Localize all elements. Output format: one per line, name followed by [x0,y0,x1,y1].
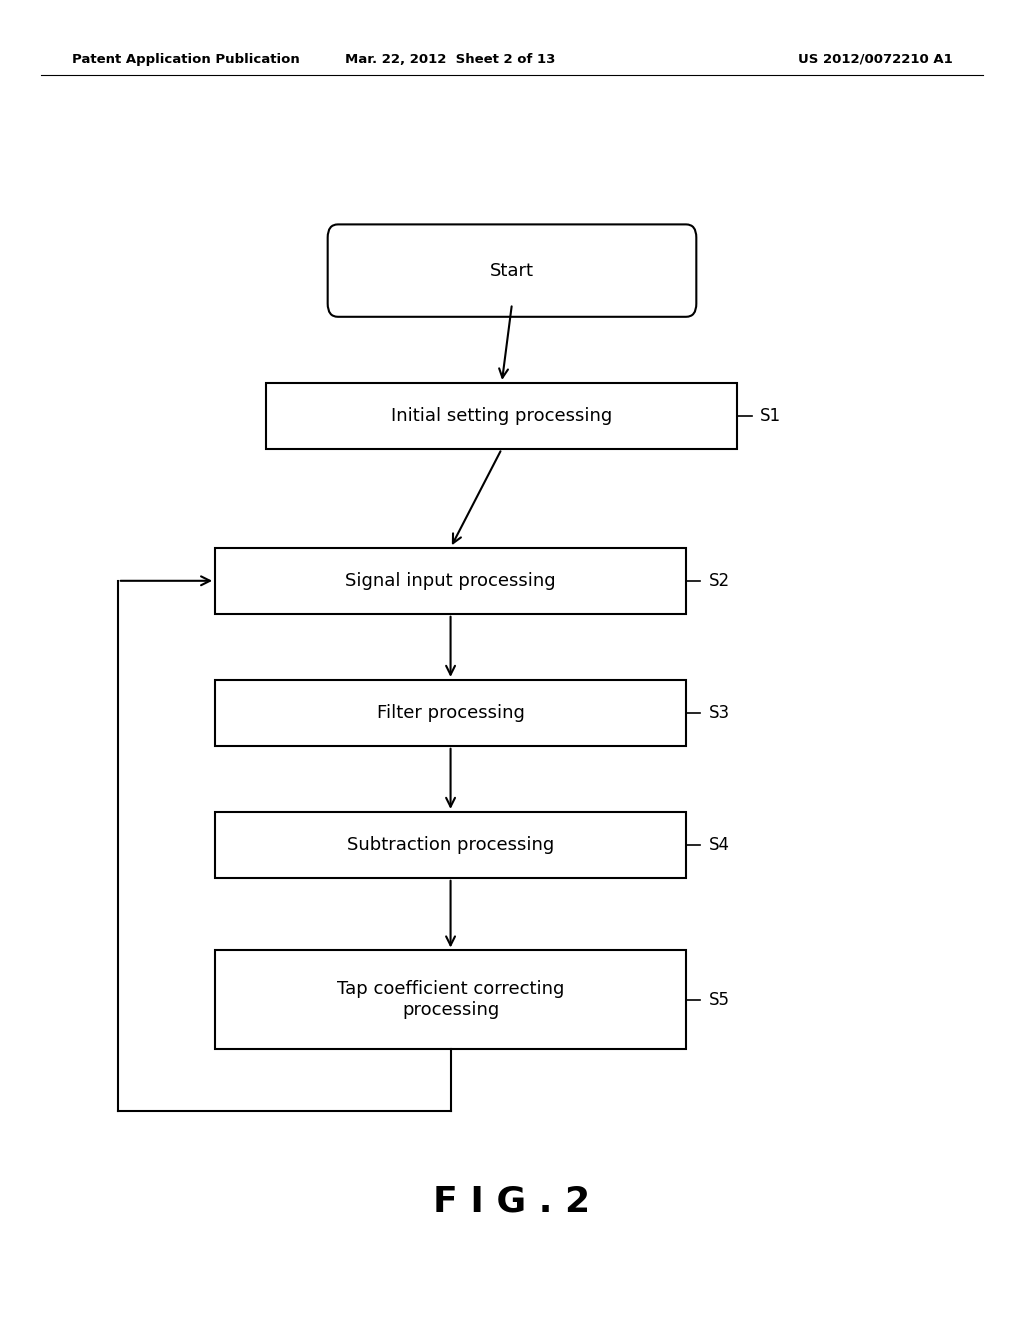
Text: F I G . 2: F I G . 2 [433,1184,591,1218]
Text: Mar. 22, 2012  Sheet 2 of 13: Mar. 22, 2012 Sheet 2 of 13 [345,53,556,66]
FancyBboxPatch shape [215,680,686,746]
Text: S5: S5 [709,991,730,1008]
Text: Start: Start [490,261,534,280]
Text: Initial setting processing: Initial setting processing [391,407,612,425]
FancyBboxPatch shape [215,812,686,878]
Text: S3: S3 [709,704,730,722]
Text: S2: S2 [709,572,730,590]
Text: US 2012/0072210 A1: US 2012/0072210 A1 [798,53,952,66]
FancyBboxPatch shape [328,224,696,317]
Text: Subtraction processing: Subtraction processing [347,836,554,854]
Text: Signal input processing: Signal input processing [345,572,556,590]
FancyBboxPatch shape [266,383,737,449]
Text: Filter processing: Filter processing [377,704,524,722]
Text: Patent Application Publication: Patent Application Publication [72,53,299,66]
Text: S1: S1 [760,407,781,425]
FancyBboxPatch shape [215,548,686,614]
Text: S4: S4 [709,836,730,854]
Text: Tap coefficient correcting
processing: Tap coefficient correcting processing [337,981,564,1019]
FancyBboxPatch shape [215,950,686,1049]
